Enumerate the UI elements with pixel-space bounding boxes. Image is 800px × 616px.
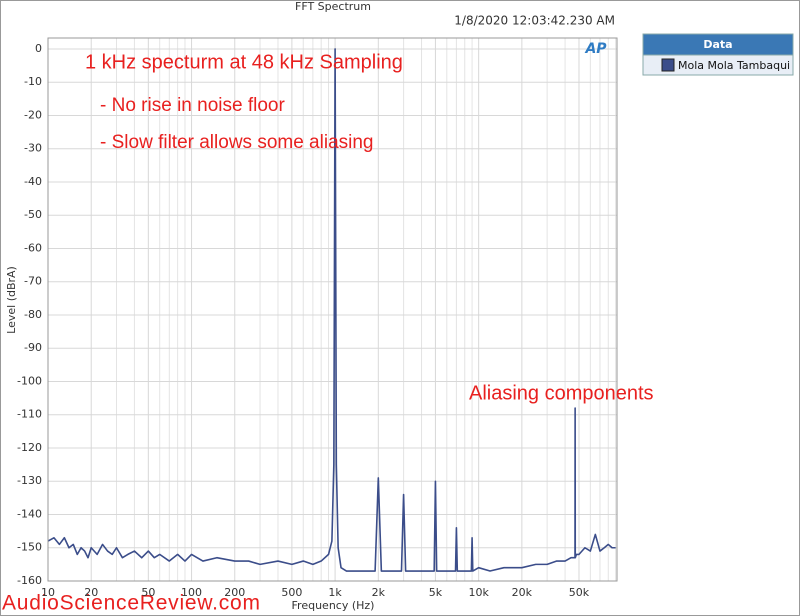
legend-title: Data (703, 38, 732, 51)
legend-label: Mola Mola Tambaqui (678, 59, 790, 72)
annotation: - Slow filter allows some aliasing (100, 132, 374, 153)
y-tick-label: -50 (24, 208, 42, 221)
y-tick-label: -100 (17, 374, 42, 387)
x-tick-label: 10k (468, 586, 489, 599)
y-tick-label: -60 (24, 241, 42, 254)
x-tick-label: 20k (512, 586, 533, 599)
y-tick-label: -30 (24, 142, 42, 155)
y-tick-label: -20 (24, 108, 42, 121)
x-tick-label: 100 (181, 586, 202, 599)
x-tick-label: 20 (84, 586, 98, 599)
y-tick-label: -150 (17, 541, 42, 554)
legend-row (642, 54, 794, 76)
y-tick-label: -80 (24, 308, 42, 321)
annotation: - No rise in noise floor (100, 95, 285, 116)
y-tick-label: -160 (17, 574, 42, 587)
x-tick-label: 1k (328, 586, 342, 599)
annotation: 1 kHz specturm at 48 kHz Sampling (85, 51, 403, 73)
y-tick-label: -130 (17, 474, 42, 487)
x-tick-label: 200 (224, 586, 245, 599)
y-tick-label: -70 (24, 275, 42, 288)
watermark: AudioScienceReview.com (2, 592, 260, 615)
y-tick-label: -140 (17, 507, 42, 520)
legend-swatch (661, 58, 675, 72)
x-tick-label: 10 (41, 586, 55, 599)
annotation: Aliasing components (469, 382, 654, 404)
series-line (47, 48, 616, 572)
chart-title: FFT Spectrum (295, 0, 371, 13)
x-tick-label: 50 (141, 586, 155, 599)
plot-area (47, 37, 618, 582)
x-axis-label: Frequency (Hz) (292, 599, 375, 612)
x-tick-label: 5k (429, 586, 443, 599)
x-tick-label: 500 (281, 586, 302, 599)
logo: AP (584, 41, 607, 57)
x-tick-label: 50k (569, 586, 590, 599)
y-tick-label: -120 (17, 441, 42, 454)
timestamp: 1/8/2020 12:03:42.230 AM (454, 14, 615, 28)
y-tick-label: -40 (24, 175, 42, 188)
y-tick-label: -10 (24, 75, 42, 88)
x-tick-label: 2k (372, 586, 386, 599)
y-axis-label: Level (dBrA) (5, 266, 18, 334)
y-tick-label: 0 (35, 42, 42, 55)
plot-border (47, 37, 618, 582)
legend: Data Mola Mola Tambaqui (642, 33, 794, 76)
y-tick-label: -110 (17, 408, 42, 421)
y-tick-label: -90 (24, 341, 42, 354)
